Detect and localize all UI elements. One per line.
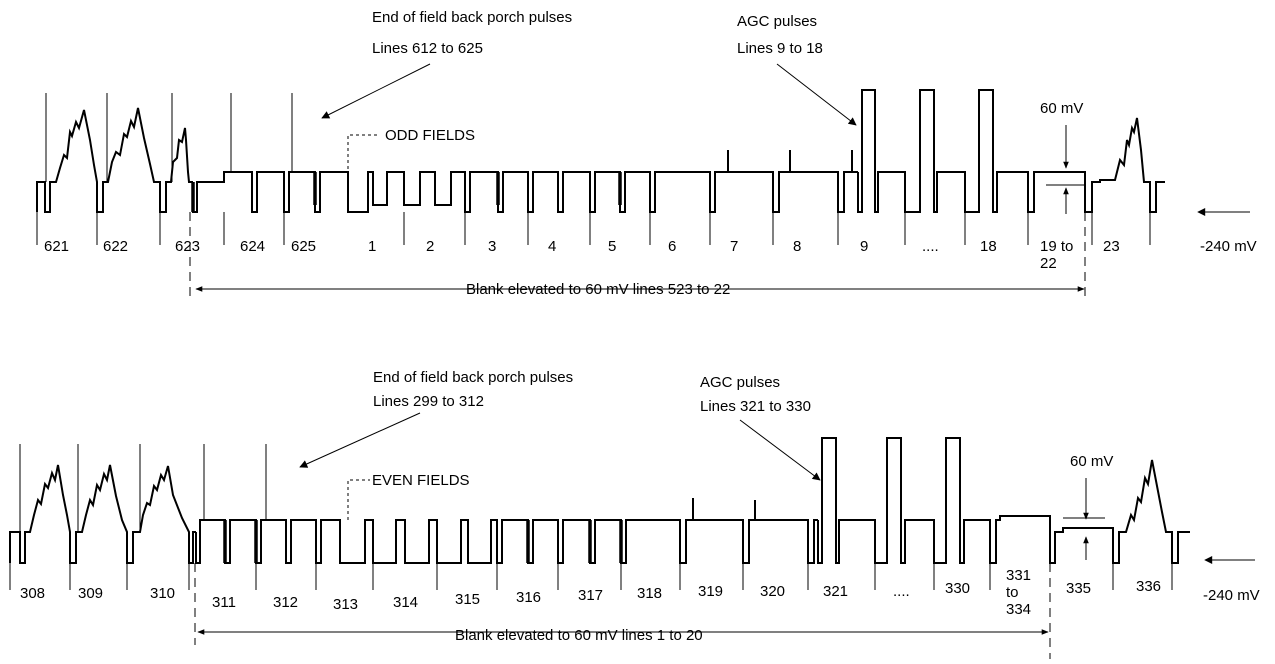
odd-field-label: ODD FIELDS: [385, 127, 475, 144]
odd-line-number: 622: [103, 238, 128, 255]
odd-neg-mv-label: -240 mV: [1200, 238, 1257, 255]
even-line-number: 309: [78, 585, 103, 602]
even-line-number: 316: [516, 589, 541, 606]
even-line-number: ....: [893, 583, 910, 600]
odd-line-number: 621: [44, 238, 69, 255]
even-line-number: 317: [578, 587, 603, 604]
even-waveform: [9, 437, 1190, 590]
odd-backporch-lines: Lines 612 to 625: [372, 40, 483, 57]
even-line-number: to: [1006, 584, 1019, 601]
odd-line-number: 623: [175, 238, 200, 255]
odd-line-number: ....: [922, 238, 939, 255]
odd-line-number: 5: [608, 238, 616, 255]
odd-line-number: 22: [1040, 255, 1057, 272]
even-field-leader: [347, 479, 370, 520]
even-line-number: 321: [823, 583, 848, 600]
odd-line-number: 6: [668, 238, 676, 255]
odd-line-number: 1: [368, 238, 376, 255]
odd-line-number: 625: [291, 238, 316, 255]
even-backporch-title: End of field back porch pulses: [373, 369, 573, 386]
odd-line-number: 4: [548, 238, 556, 255]
even-line-number: 319: [698, 583, 723, 600]
even-line-number: 335: [1066, 580, 1091, 597]
even-line-number: 330: [945, 580, 970, 597]
odd-line-number: 7: [730, 238, 738, 255]
even-line-number: 331: [1006, 567, 1031, 584]
odd-mv-label: 60 mV: [1040, 100, 1083, 117]
even-field-diagram: End of field back porch pulses Lines 299…: [9, 369, 1260, 659]
even-line-numbers: 308 309 310 311 312 313 314 315 316 317 …: [20, 567, 1161, 618]
even-line-number: 320: [760, 583, 785, 600]
odd-backporch-arrow: [321, 63, 431, 119]
even-line-number: 315: [455, 591, 480, 608]
odd-line-number: 19 to: [1040, 238, 1073, 255]
even-blank-label: Blank elevated to 60 mV lines 1 to 20: [455, 627, 703, 644]
odd-agc-title: AGC pulses: [737, 13, 817, 30]
odd-agc-lines: Lines 9 to 18: [737, 40, 823, 57]
even-backporch-lines: Lines 299 to 312: [373, 393, 484, 410]
odd-line-number: 624: [240, 238, 265, 255]
odd-waveform: [36, 89, 1165, 245]
even-field-label: EVEN FIELDS: [372, 472, 470, 489]
even-line-number: 318: [637, 585, 662, 602]
even-line-number: 312: [273, 594, 298, 611]
even-line-number: 310: [150, 585, 175, 602]
odd-line-numbers: 621 622 623 624 625 1 2 3 4 5 6 7 8 9 ..…: [44, 238, 1120, 272]
odd-line-number: 3: [488, 238, 496, 255]
even-line-number: 314: [393, 594, 418, 611]
even-line-number: 311: [212, 594, 236, 611]
odd-line-number: 9: [860, 238, 868, 255]
odd-agc-arrow: [776, 63, 857, 126]
even-agc-arrow: [739, 419, 821, 481]
odd-line-number: 8: [793, 238, 801, 255]
even-neg-mv-label: -240 mV: [1203, 587, 1260, 604]
even-line-number: 313: [333, 596, 358, 613]
odd-line-number: 2: [426, 238, 434, 255]
odd-backporch-title: End of field back porch pulses: [372, 9, 572, 26]
even-agc-title: AGC pulses: [700, 374, 780, 391]
odd-field-diagram: End of field back porch pulses Lines 612…: [36, 9, 1257, 298]
odd-line-number: 18: [980, 238, 997, 255]
even-backporch-arrow: [299, 412, 421, 468]
even-agc-lines: Lines 321 to 330: [700, 398, 811, 415]
even-line-number: 336: [1136, 578, 1161, 595]
even-line-number: 308: [20, 585, 45, 602]
even-mv-label: 60 mV: [1070, 453, 1113, 470]
odd-field-leader: [347, 134, 380, 205]
odd-line-number: 23: [1103, 238, 1120, 255]
even-line-number: 334: [1006, 601, 1031, 618]
